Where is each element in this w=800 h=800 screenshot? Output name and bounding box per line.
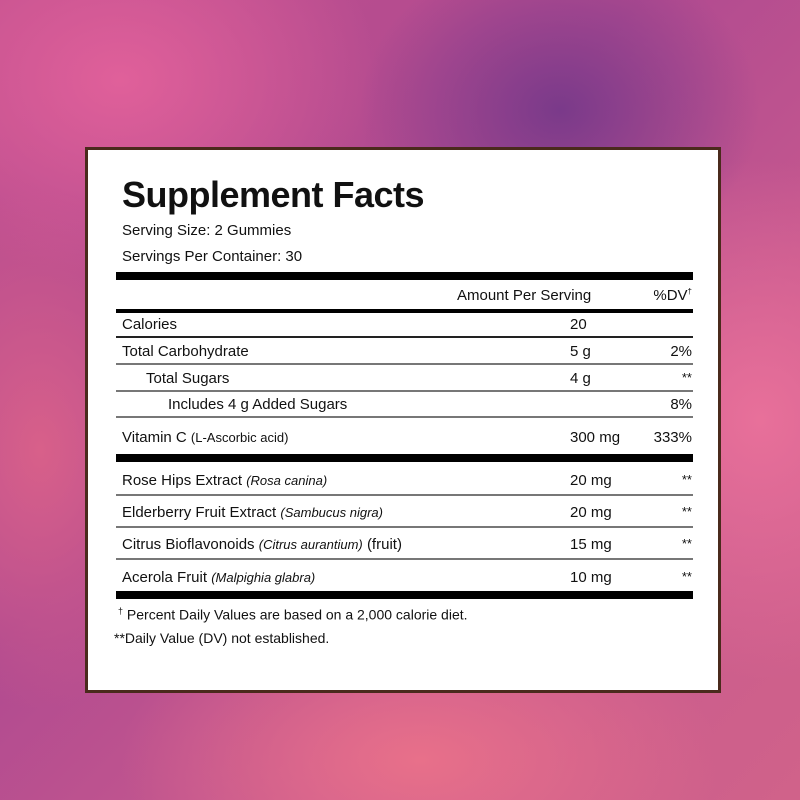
row-amount: 300 mg <box>570 429 621 446</box>
botanical-amount: 15 mg <box>570 536 612 553</box>
botanical-dv: ** <box>681 569 692 584</box>
footnote-not-established: **Daily Value (DV) not established. <box>114 630 330 646</box>
footnote-text: Percent Daily Values are based on a 2,00… <box>126 606 468 623</box>
row-name: Calories <box>122 316 178 333</box>
row-name: Total Sugars <box>146 370 230 387</box>
divider <box>116 416 693 418</box>
botanical-name: Elderberry Fruit Extract (Sambucus nigra… <box>122 504 383 521</box>
row-dv: 333% <box>653 429 692 446</box>
botanical-name: Citrus Bioflavonoids (Citrus aurantium) … <box>122 536 402 553</box>
header-dv: %DV† <box>653 287 692 304</box>
botanical-amount: 10 mg <box>570 569 612 586</box>
row-amount: 20 <box>570 316 587 333</box>
divider <box>116 526 693 528</box>
nutrient-source: (L-Ascorbic acid) <box>190 430 289 445</box>
botanical-amount: 20 mg <box>570 472 612 489</box>
latin-name: (Malpighia glabra) <box>211 570 316 585</box>
row-dv: ** <box>681 370 692 385</box>
dagger-mark: † <box>687 287 692 296</box>
nutrient-name: Vitamin C <box>122 429 187 446</box>
serving-size: Serving Size: 2 Gummies <box>122 222 292 239</box>
divider <box>116 363 693 365</box>
botanical-dv: ** <box>681 536 692 551</box>
divider <box>116 390 693 392</box>
botanical-dv: ** <box>681 504 692 519</box>
row-amount: 5 g <box>570 343 591 360</box>
divider-thick <box>116 272 693 280</box>
divider-thick <box>116 591 693 599</box>
ingredient-name: Acerola Fruit <box>122 569 208 586</box>
ingredient-name: Citrus Bioflavonoids <box>122 536 255 553</box>
latin-name: (Citrus aurantium) <box>258 537 363 552</box>
footnote-percent: † Percent Daily Values are based on a 2,… <box>118 606 468 623</box>
ingredient-name: Elderberry Fruit Extract <box>122 504 277 521</box>
divider <box>116 336 693 338</box>
divider <box>116 558 693 560</box>
row-name: Total Carbohydrate <box>122 343 249 360</box>
botanical-name: Rose Hips Extract (Rosa canina) <box>122 472 327 489</box>
row-name: Vitamin C (L-Ascorbic acid) <box>122 429 288 446</box>
dagger-mark: † <box>118 606 124 616</box>
servings-per-container: Servings Per Container: 30 <box>122 248 303 265</box>
page-title: Supplement Facts <box>122 174 425 215</box>
ingredient-name: Rose Hips Extract <box>122 472 243 489</box>
botanical-dv: ** <box>681 472 692 487</box>
botanical-name: Acerola Fruit (Malpighia glabra) <box>122 569 315 586</box>
supplement-facts-panel: Supplement Facts Serving Size: 2 Gummies… <box>85 147 721 693</box>
divider-thick <box>116 454 693 462</box>
header-dv-label: %DV <box>653 287 688 304</box>
latin-name: (Sambucus nigra) <box>280 505 383 520</box>
latin-name: (Rosa canina) <box>246 473 328 488</box>
row-dv: 8% <box>670 396 692 413</box>
row-amount: 4 g <box>570 370 591 387</box>
divider-medium <box>116 309 693 313</box>
botanical-amount: 20 mg <box>570 504 612 521</box>
row-dv: 2% <box>670 343 692 360</box>
header-amount: Amount Per Serving <box>457 287 592 304</box>
row-name: Includes 4 g Added Sugars <box>168 396 348 413</box>
part-used: (fruit) <box>366 536 402 553</box>
divider <box>116 494 693 496</box>
